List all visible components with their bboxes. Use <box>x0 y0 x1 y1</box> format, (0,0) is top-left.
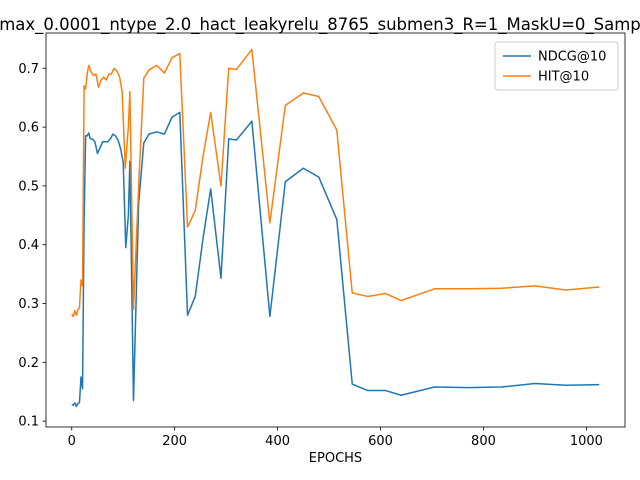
legend-box <box>494 41 619 91</box>
y-tick-label: 0.6 <box>18 121 39 136</box>
legend-entry: HIT@10 <box>538 70 589 85</box>
series-line-hit-10 <box>71 48 600 318</box>
x-tick-label: 400 <box>265 434 290 449</box>
legend-entry: NDCG@10 <box>538 50 606 65</box>
x-tick-label: 0 <box>68 434 76 449</box>
y-tick-label: 0.5 <box>18 179 39 194</box>
y-tick-label: 0.7 <box>18 62 39 77</box>
x-tick-label: 200 <box>162 434 187 449</box>
x-axis-label: EPOCHS <box>309 451 362 466</box>
y-axis-ticks: 0.1 0.2 0.3 0.4 0.5 0.6 0.7 <box>18 62 46 430</box>
legend: NDCG@10 HIT@10 <box>494 41 619 91</box>
chart-title: max_0.0001_ntype_2.0_hact_leakyrelu_8765… <box>0 15 640 35</box>
x-axis-ticks: 0 200 400 600 800 1000 <box>68 427 603 449</box>
x-tick-label: 600 <box>368 434 393 449</box>
y-tick-label: 0.2 <box>18 356 39 371</box>
plot-frame <box>45 32 626 428</box>
y-tick-label: 0.4 <box>18 238 39 253</box>
series-line-ndcg-10 <box>71 111 600 408</box>
x-tick-label: 800 <box>471 434 496 449</box>
y-tick-label: 0.1 <box>18 415 39 430</box>
y-tick-label: 0.3 <box>18 297 39 312</box>
plot-area <box>45 32 626 428</box>
series-lines <box>71 48 600 408</box>
x-tick-label: 1000 <box>570 434 603 449</box>
